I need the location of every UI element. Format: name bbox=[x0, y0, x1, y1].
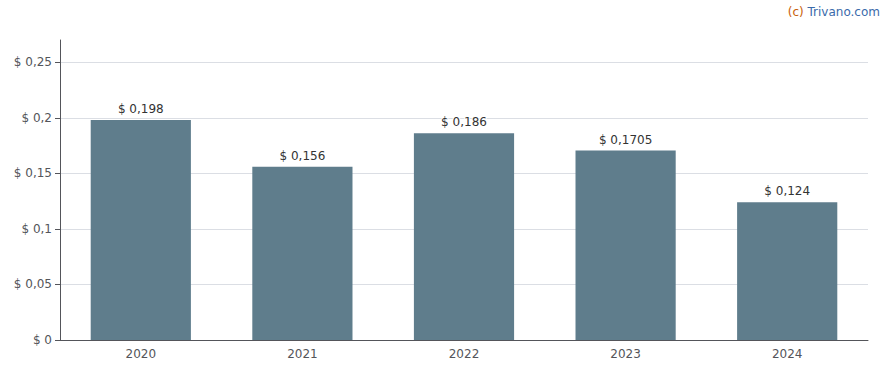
svg-text:Trivano.com: Trivano.com bbox=[807, 5, 880, 19]
svg-text:$ 0,198: $ 0,198 bbox=[118, 102, 164, 116]
svg-text:$ 0,156: $ 0,156 bbox=[279, 149, 325, 163]
svg-text:$ 0,2: $ 0,2 bbox=[21, 111, 52, 125]
svg-text:2023: 2023 bbox=[610, 347, 641, 361]
svg-text:2022: 2022 bbox=[449, 347, 480, 361]
svg-text:$ 0,1: $ 0,1 bbox=[21, 222, 52, 236]
svg-text:$ 0,1705: $ 0,1705 bbox=[599, 133, 652, 147]
svg-text:(c): (c) bbox=[788, 5, 804, 19]
svg-text:$ 0,25: $ 0,25 bbox=[14, 55, 52, 69]
svg-text:$ 0: $ 0 bbox=[33, 333, 52, 347]
svg-text:2024: 2024 bbox=[772, 347, 803, 361]
svg-text:2020: 2020 bbox=[126, 347, 157, 361]
svg-text:$ 0,186: $ 0,186 bbox=[441, 115, 487, 129]
svg-text:$ 0,15: $ 0,15 bbox=[14, 166, 52, 180]
svg-text:$ 0,124: $ 0,124 bbox=[764, 184, 810, 198]
svg-text:$ 0,05: $ 0,05 bbox=[14, 277, 52, 291]
svg-text:2021: 2021 bbox=[287, 347, 318, 361]
